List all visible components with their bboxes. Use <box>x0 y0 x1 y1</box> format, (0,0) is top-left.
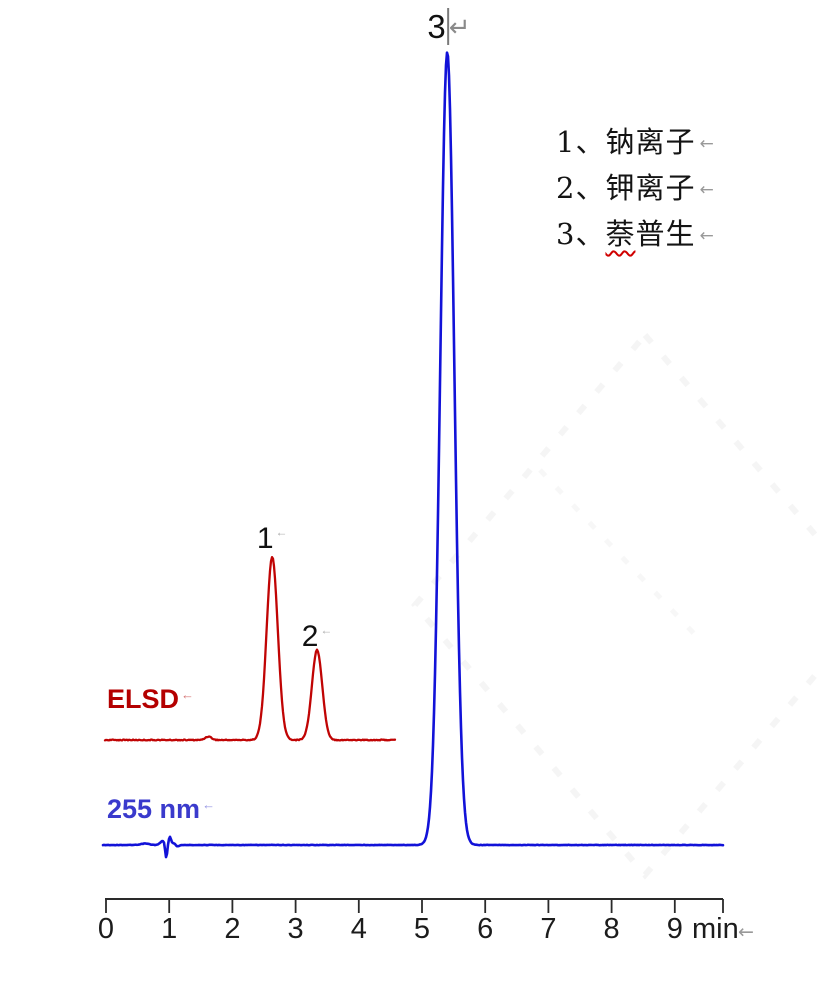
legend-item-potassium: 2、钾离子 ← <box>556 166 714 212</box>
line-break-mark-icon: ← <box>699 134 714 154</box>
line-break-mark-icon: ← <box>275 525 288 539</box>
peak-1-label: 1 ← <box>257 524 288 554</box>
x-axis-tick-label-5: 5 <box>413 913 431 945</box>
line-break-mark-icon: ← <box>320 623 333 637</box>
x-axis-tick-label-6: 6 <box>477 913 494 945</box>
legend-item-potassium-text: 2、钾离子 <box>556 171 696 205</box>
legend-item-naproxen-rest: 普生 <box>635 217 696 251</box>
elsd-detector-label: ELSD ← <box>107 684 194 715</box>
peak-2-number: 2 <box>301 620 319 653</box>
elsd-detector-text: ELSD <box>107 684 180 714</box>
legend-item-sodium: 1、钠离子 ← <box>556 120 714 166</box>
watermark-pattern <box>538 468 702 642</box>
legend-item-naproxen-misspelled-char: 萘 <box>605 217 636 251</box>
text-cursor <box>446 8 449 45</box>
x-axis-tick-label-7: 7 <box>540 913 557 945</box>
peak-2-label: 2 ← <box>302 622 333 652</box>
line-break-mark-icon: ← <box>202 797 216 812</box>
line-break-mark-icon: ← <box>699 226 714 246</box>
uv-detector-label: 255 nm ← <box>107 794 215 825</box>
x-axis-tick-label-8: 8 <box>603 913 620 945</box>
x-axis-tick-label-9: 9 <box>666 913 683 945</box>
legend-item-naproxen: 3、萘普生 ← <box>556 212 714 258</box>
x-axis-tick-label-3: 3 <box>287 913 304 945</box>
watermark-pattern <box>411 330 821 880</box>
peak-3-label: 3 ↵ <box>427 8 471 45</box>
peak-3-number: 3 <box>427 8 446 45</box>
legend-item-sodium-text: 1、钠离子 <box>556 125 696 159</box>
peak-1-number: 1 <box>256 522 274 555</box>
uv-detector-text: 255 nm <box>107 794 201 824</box>
return-mark-icon: ↵ <box>448 13 471 43</box>
x-axis-tick-label-0: 0 <box>97 913 115 945</box>
x-axis-tick-label-4: 4 <box>350 913 367 945</box>
peak-legend: 1、钠离子 ← 2、钾离子 ← 3、萘普生 ← <box>556 120 714 258</box>
line-break-mark-icon: ← <box>738 921 754 943</box>
elsd-trace <box>103 556 397 742</box>
x-axis-unit-label: min <box>692 913 739 945</box>
legend-item-naproxen-prefix: 3、 <box>556 217 606 251</box>
x-axis-tick-label-1: 1 <box>161 913 178 945</box>
x-axis-tick-label-2: 2 <box>224 913 241 945</box>
uv-255nm-trace <box>101 51 725 859</box>
line-break-mark-icon: ← <box>181 687 195 702</box>
line-break-mark-icon: ← <box>699 180 714 200</box>
